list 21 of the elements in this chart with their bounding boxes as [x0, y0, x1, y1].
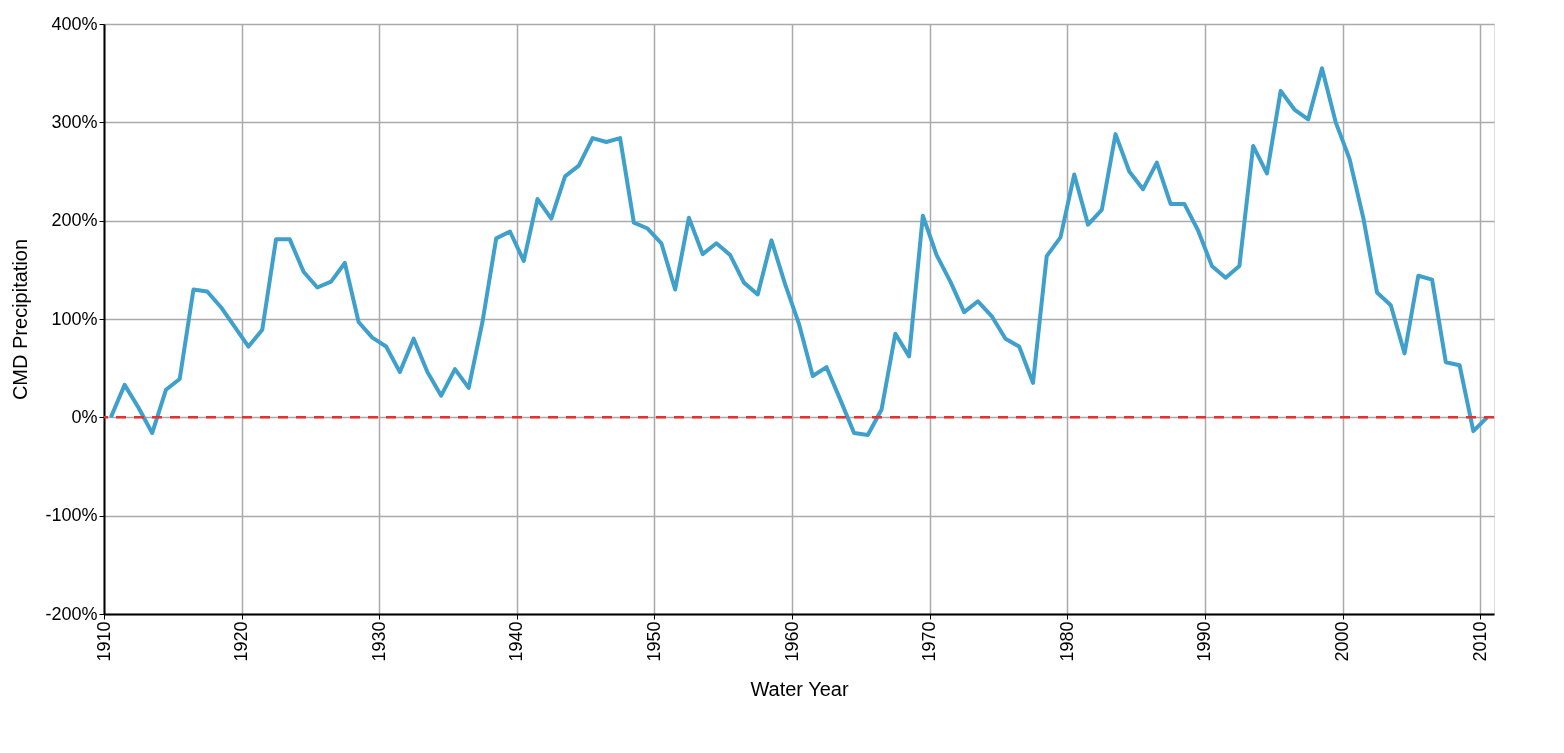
x-tick-label: 1980	[1056, 621, 1077, 662]
x-tick-label: 1960	[781, 621, 802, 662]
line-series	[108, 66, 1490, 438]
x-tick-label: 2010	[1469, 621, 1490, 662]
x-tick-label: 1920	[231, 621, 252, 662]
x-tick-label: 1950	[644, 621, 664, 662]
x-axis-title: Water Year	[750, 677, 849, 700]
x-tick-label: 1940	[506, 621, 527, 662]
y-tick-label: 100%	[51, 308, 98, 329]
y-tick-label: 200%	[51, 210, 98, 231]
x-tick-label: 2000	[1332, 621, 1353, 662]
x-tick-label: 1990	[1194, 621, 1215, 662]
x-tick-label: 1910	[93, 621, 114, 662]
x-tick-label: 1930	[368, 621, 389, 662]
y-tick-label: 300%	[51, 111, 98, 132]
y-tick-label: -100%	[45, 505, 98, 526]
y-tick-label: 0%	[71, 406, 98, 427]
y-tick-label: -200%	[45, 603, 98, 624]
x-tick-label: 1970	[919, 621, 940, 662]
y-axis-title: CMD Precipitation	[9, 238, 32, 401]
y-tick-label: 400%	[51, 13, 98, 34]
